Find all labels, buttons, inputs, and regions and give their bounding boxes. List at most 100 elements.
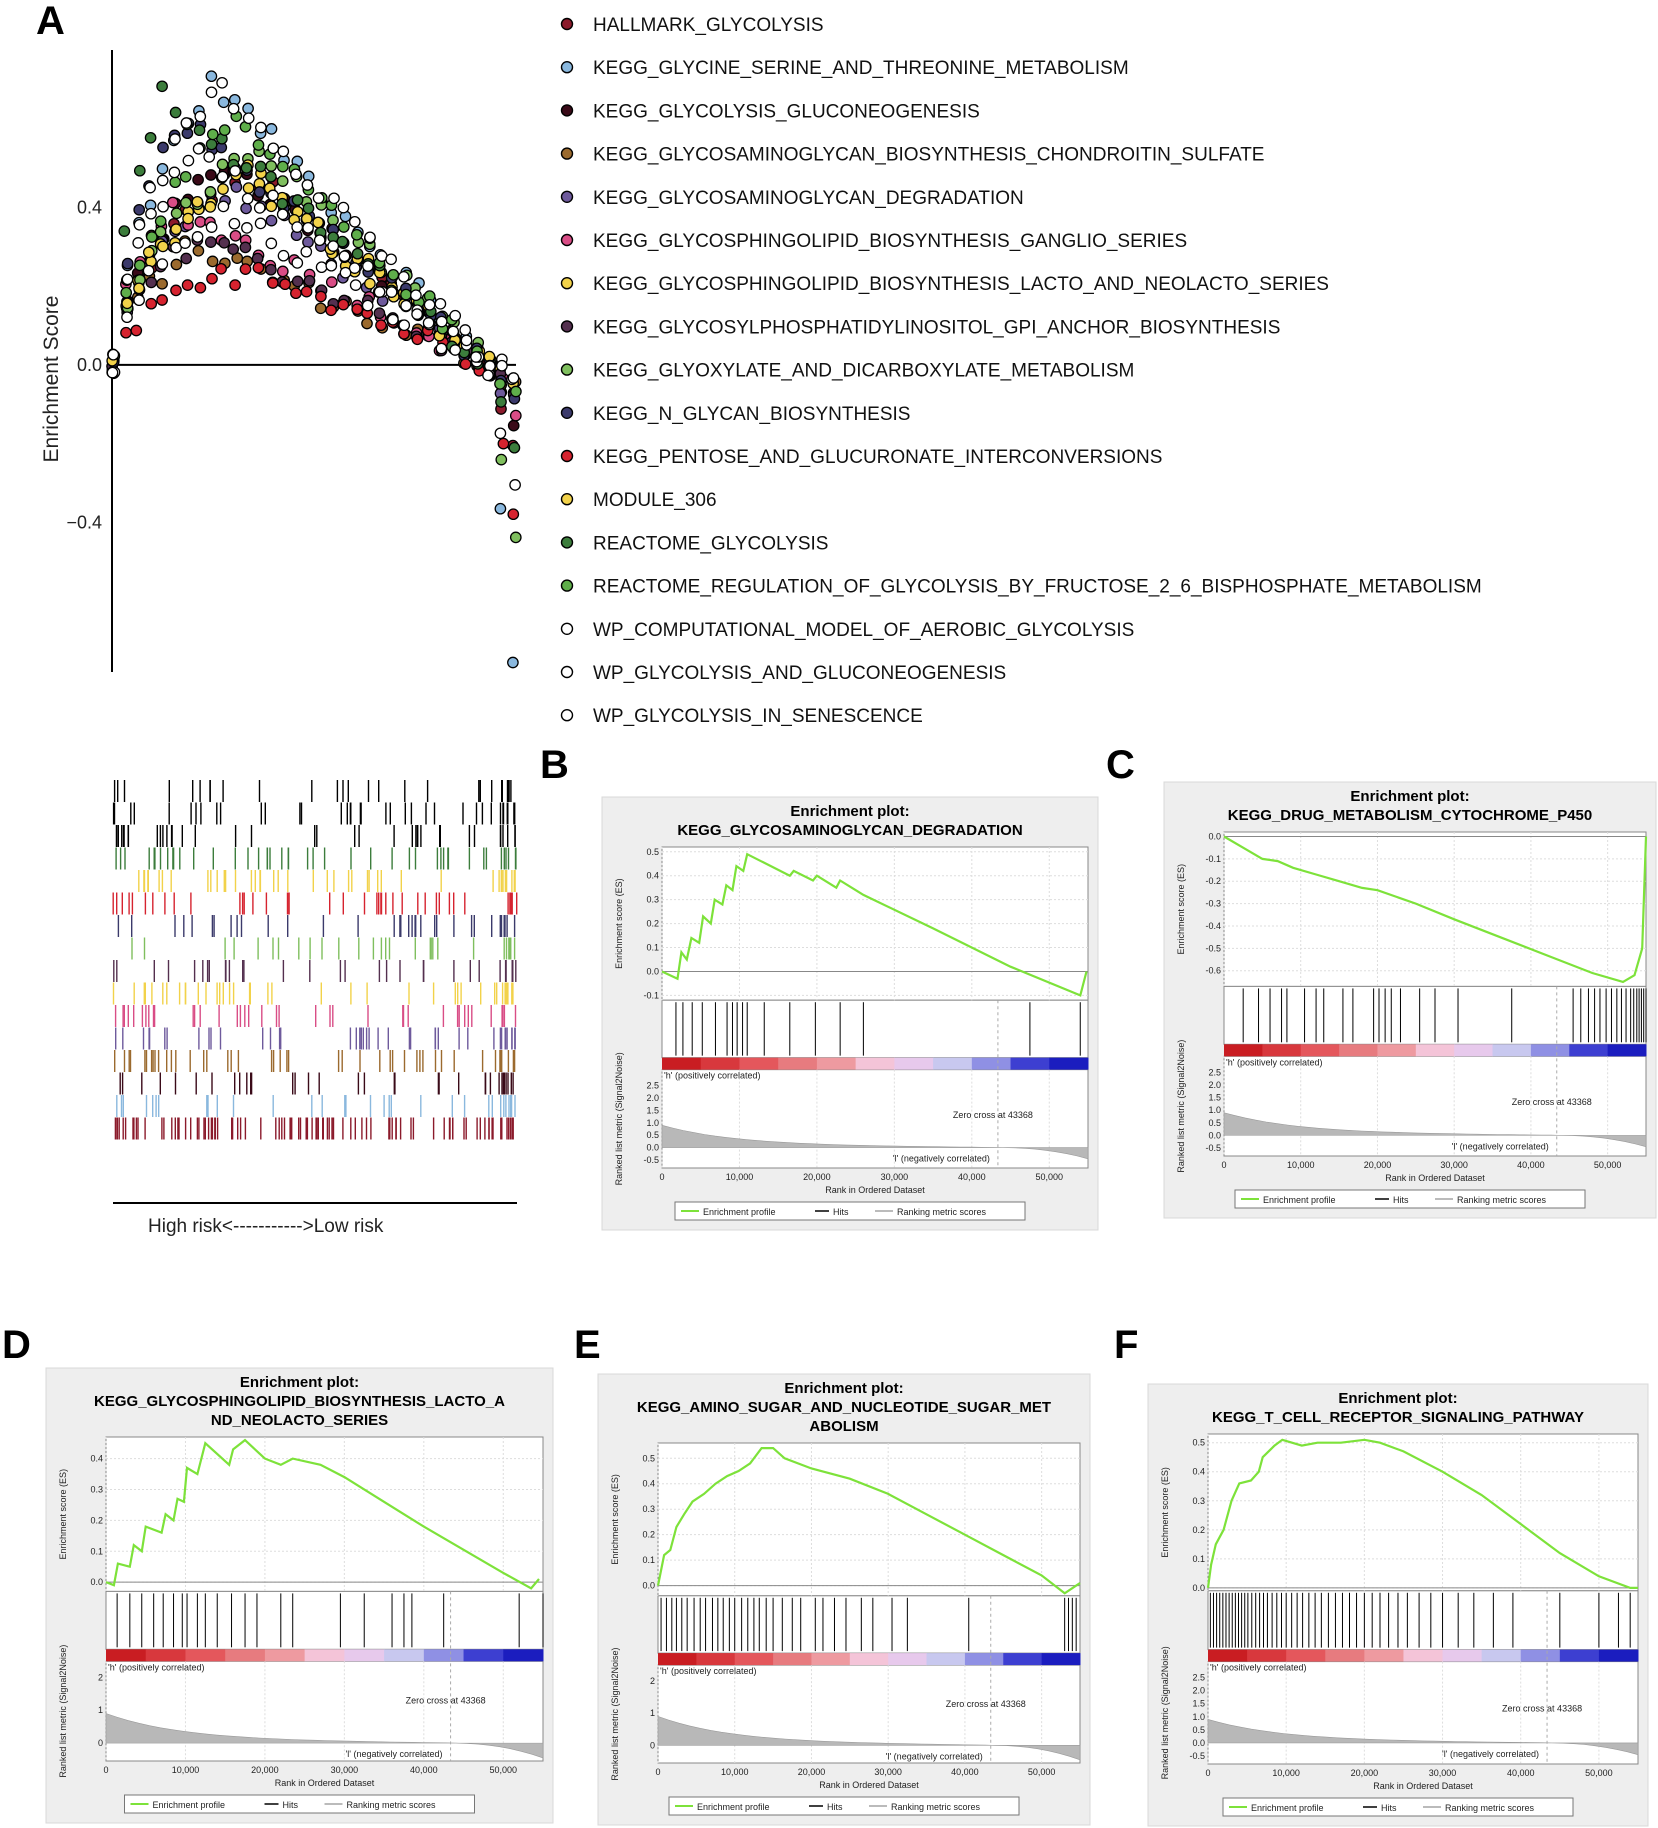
metric-tick-label: 2.5 <box>1208 1067 1221 1077</box>
legend-label: REACTOME_REGULATION_OF_GLYCOLYSIS_BY_FRU… <box>593 577 1482 598</box>
metric-tick-label: 0.0 <box>1192 1738 1205 1748</box>
metric-axis-title: Ranked list metric (Signal2Noise) <box>1160 1646 1170 1779</box>
scatter-point <box>182 154 195 167</box>
gsea-title-line: Enrichment plot: <box>1350 788 1469 805</box>
scatter-point <box>507 656 519 669</box>
scatter-point <box>169 133 181 145</box>
panel-label-a: A <box>36 0 65 43</box>
metric-tick-label: 1.0 <box>1192 1712 1205 1722</box>
x-tick-label: 50,000 <box>1594 1160 1622 1170</box>
ranking-gradient-segment <box>662 1057 702 1070</box>
x-axis-title: Rank in Ordered Dataset <box>825 1185 925 1195</box>
y-tick-label: 0.4 <box>77 197 102 217</box>
legend-metric-label: Ranking metric scores <box>347 1800 437 1810</box>
scatter-point <box>227 102 240 115</box>
gsea-title-line: KEGG_GLYCOSPHINGOLIPID_BIOSYNTHESIS_LACT… <box>94 1393 505 1410</box>
x-tick-label: 30,000 <box>331 1765 359 1775</box>
scatter-point <box>470 351 482 363</box>
metric-axis-title: Ranked list metric (Signal2Noise) <box>614 1052 624 1185</box>
legend-marker <box>560 406 574 419</box>
legend-label: KEGG_GLYCOSAMINOGLYCAN_BIOSYNTHESIS_CHON… <box>593 145 1265 166</box>
es-plot-area <box>1223 831 1647 987</box>
scatter-point <box>182 212 194 225</box>
ranking-gradient-segment <box>185 1649 226 1662</box>
scatter-point <box>241 192 254 205</box>
legend-metric-label: Ranking metric scores <box>1445 1803 1535 1813</box>
metric-tick-label: -0.5 <box>1189 1751 1205 1761</box>
es-tick-label: -0.2 <box>1205 876 1221 886</box>
scatter-point <box>348 262 361 274</box>
es-tick-label: -0.6 <box>1205 966 1221 976</box>
ranking-gradient-segment <box>1247 1649 1287 1662</box>
scatter-point <box>118 225 131 237</box>
x-tick-label: 40,000 <box>951 1767 979 1777</box>
scatter-point <box>449 309 462 322</box>
legend-marker <box>560 493 574 506</box>
scatter-point <box>336 235 349 248</box>
scatter-point <box>313 234 326 247</box>
scatter-point <box>157 141 169 154</box>
scatter-point <box>121 273 134 286</box>
scatter-point <box>106 366 119 379</box>
scatter-point <box>422 317 435 329</box>
es-axis-title: Enrichment score (ES) <box>610 1474 620 1565</box>
ranking-gradient-segment <box>145 1649 186 1662</box>
scatter-point <box>253 186 266 198</box>
scatter-point <box>410 289 422 302</box>
metric-plot-area <box>1223 1055 1647 1157</box>
scatter-point <box>325 276 338 288</box>
es-tick-label: -0.5 <box>1205 943 1221 953</box>
gsea-title-line: ABOLISM <box>809 1418 878 1435</box>
ranking-gradient-segment <box>225 1649 266 1662</box>
scatter-point <box>145 207 157 220</box>
scatter-point <box>156 294 168 306</box>
scatter-point <box>204 186 217 198</box>
scatter-point <box>133 203 146 216</box>
ranking-gradient-segment <box>778 1057 818 1070</box>
es-tick-label: 0.0 <box>642 1581 655 1591</box>
scatter-point <box>216 76 228 89</box>
scatter-point <box>387 313 399 326</box>
ranking-gradient-segment <box>933 1057 973 1070</box>
scatter-point <box>254 217 267 230</box>
zero-cross-label: Zero cross at 43368 <box>953 1110 1033 1120</box>
scatter-point <box>239 241 252 254</box>
metric-axis-title: Ranked list metric (Signal2Noise) <box>1176 1040 1186 1173</box>
negative-correlation-label: 'l' (negatively correlated) <box>886 1751 983 1761</box>
scatter-point <box>276 160 289 173</box>
es-tick-label: 0.0 <box>1192 1583 1205 1593</box>
scatter-point <box>300 245 313 258</box>
scatter-point <box>325 259 338 272</box>
metric-tick-label: 2.5 <box>646 1081 659 1091</box>
scatter-point <box>300 285 313 298</box>
ranking-gradient-segment <box>811 1653 851 1666</box>
scatter-point <box>312 192 325 204</box>
metric-tick-label: -0.5 <box>643 1155 659 1165</box>
scatter-point <box>157 200 169 213</box>
scatter-point <box>337 298 350 311</box>
ranking-gradient-segment <box>926 1653 966 1666</box>
scatter-point <box>133 218 146 231</box>
enrichment-profile-line <box>1206 1438 1638 1589</box>
metric-tick-label: 0.5 <box>646 1130 659 1140</box>
es-plot-area <box>1207 1433 1639 1592</box>
es-tick-label: 0.3 <box>642 1504 655 1514</box>
scatter-point <box>130 324 143 337</box>
positive-correlation-label: 'h' (positively correlated) <box>108 1662 204 1672</box>
scatter-point <box>253 202 266 214</box>
x-tick-label: 0 <box>1205 1768 1210 1778</box>
scatter-point <box>302 202 315 215</box>
gsea-legend-box <box>1222 1797 1574 1817</box>
gsea-legend-box <box>1234 1189 1586 1209</box>
metric-tick-label: 0.5 <box>1192 1725 1205 1735</box>
x-tick-label: 10,000 <box>721 1767 749 1777</box>
ranking-gradient-segment <box>1415 1044 1455 1057</box>
zero-cross-label: Zero cross at 43368 <box>1502 1704 1582 1714</box>
es-tick-label: 0.1 <box>642 1555 655 1565</box>
legend-label: REACTOME_GLYCOLYSIS <box>593 533 828 554</box>
scatter-point <box>385 286 398 298</box>
metric-axis-title: Ranked list metric (Signal2Noise) <box>58 1645 68 1778</box>
gsea-title-line: Enrichment plot: <box>784 1380 903 1397</box>
es-plot-area <box>105 1436 544 1592</box>
scatter-point <box>265 200 278 213</box>
